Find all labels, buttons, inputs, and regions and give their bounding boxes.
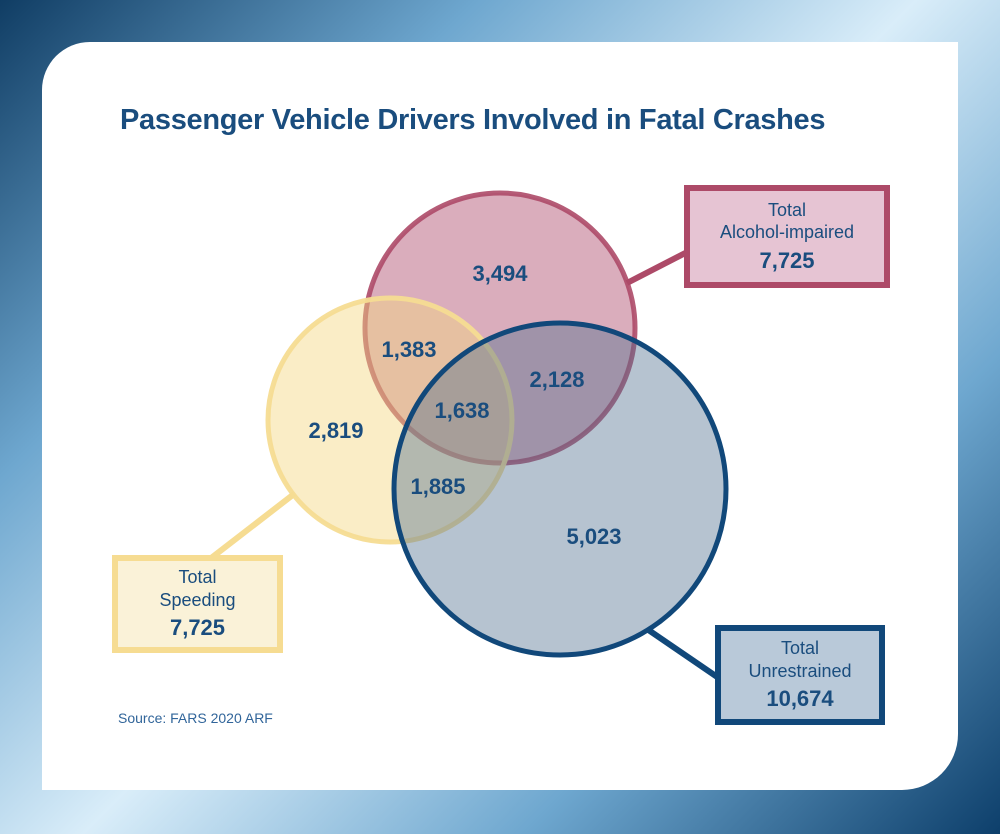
speeding-callout-line bbox=[204, 491, 296, 565]
unrestrained-callout-line bbox=[645, 626, 728, 686]
callout-speeding: Total Speeding 7,725 bbox=[112, 555, 283, 653]
region-value-all-three: 1,638 bbox=[434, 398, 490, 423]
callout-unrestrained-line1: Total bbox=[780, 638, 820, 659]
region-value-alcohol-only: 3,494 bbox=[472, 261, 528, 286]
region-value-alcohol-unrestrained: 2,128 bbox=[529, 367, 585, 392]
circle-unrestrained bbox=[391, 320, 729, 658]
callout-speeding-line2: Speeding bbox=[159, 589, 236, 610]
region-value-speeding-unrestrained: 1,885 bbox=[410, 474, 466, 499]
callout-alcohol-line2: Alcohol-impaired bbox=[719, 222, 855, 243]
source-note: Source: FARS 2020 ARF bbox=[118, 710, 273, 726]
alcohol-callout-line bbox=[625, 245, 697, 286]
callout-unrestrained: Total Unrestrained 10,674 bbox=[715, 625, 885, 725]
circle-speeding bbox=[265, 295, 515, 545]
callout-alcohol-impaired: Total Alcohol-impaired 7,725 bbox=[684, 185, 890, 288]
callout-unrestrained-line2: Unrestrained bbox=[748, 660, 852, 681]
callout-speeding-total: 7,725 bbox=[169, 615, 226, 641]
callout-alcohol-total: 7,725 bbox=[759, 247, 815, 273]
region-value-speeding-only: 2,819 bbox=[308, 418, 364, 443]
chart-title: Passenger Vehicle Drivers Involved in Fa… bbox=[120, 104, 826, 136]
circle-alcohol-impaired bbox=[362, 190, 638, 466]
region-value-alcohol-speeding: 1,383 bbox=[381, 337, 437, 362]
callout-alcohol-line1: Total bbox=[767, 199, 807, 220]
callout-speeding-line1: Total bbox=[178, 567, 217, 588]
region-value-unrestrained-only: 5,023 bbox=[566, 524, 622, 549]
callout-unrestrained-total: 10,674 bbox=[766, 686, 834, 712]
